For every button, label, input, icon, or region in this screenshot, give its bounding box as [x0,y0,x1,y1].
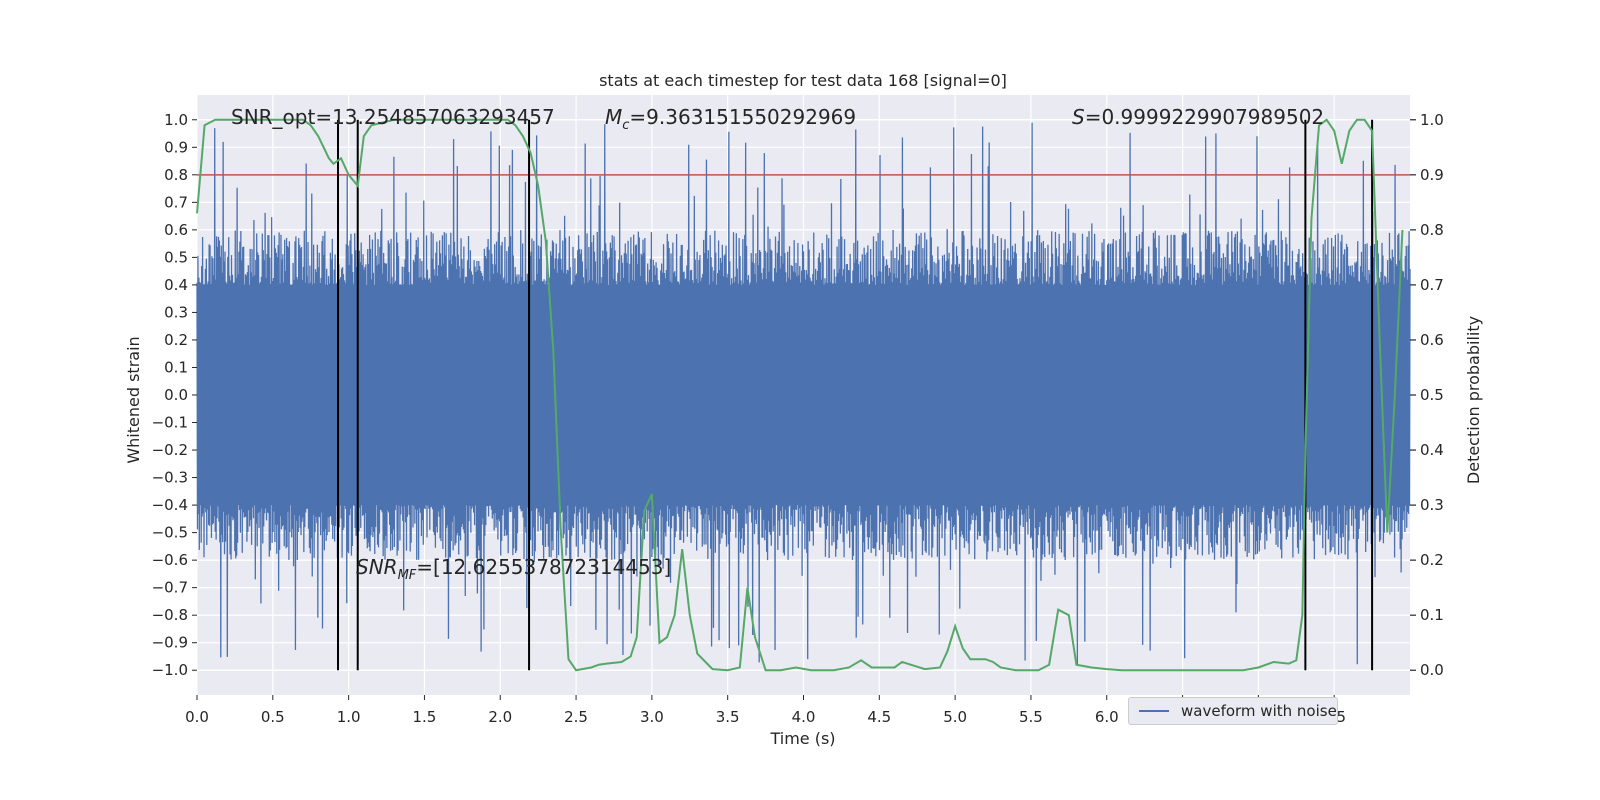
y-left-tick-label: −0.5 [152,524,188,542]
y-left-tick-label: −0.7 [152,579,188,597]
x-tick-label: 3.0 [640,708,664,726]
snr-opt-annotation: SNR_opt=13.254857063293457 [231,105,555,129]
y-right-tick-label: 0.2 [1420,551,1444,569]
y-right-tick-label: 0.1 [1420,606,1444,624]
y-left-tick-label: 0.3 [164,303,188,321]
y-right-tick-label: 0.3 [1420,496,1444,514]
score-annotation: S=0.9999229907989502 [1072,105,1324,129]
snr-mf-symbol: SNR [356,555,398,579]
x-tick-label: 4.5 [867,708,891,726]
y-axis-left-ticks: 1.0 0.9 0.8 0.7 0.6 0.5 0.4 0.3 0.2 0.1 0.0 −0.1 −0.… [152,111,197,679]
y-axis-right-label: Detection probability [1464,316,1483,484]
vertical-markers [337,119,1374,671]
snr-mf-annotation: SNRMF=[12.625537872314453] [356,555,671,583]
x-tick-label: 0.0 [185,708,209,726]
chart-title: stats at each timestep for test data 168… [599,71,1007,90]
y-left-tick-label: −0.6 [152,551,188,569]
x-tick-label: 4.0 [792,708,816,726]
x-tick-label: 2.5 [564,708,588,726]
y-left-tick-label: 0.2 [164,331,188,349]
y-left-tick-label: 0.0 [164,386,188,404]
x-tick-label: 2.0 [488,708,512,726]
y-left-tick-label: 0.5 [164,248,188,266]
y-axis-left-label: Whitened strain [124,336,143,463]
y-left-tick-label: −0.3 [152,469,188,487]
snr-mf-value: =[12.625537872314453] [416,555,671,579]
y-left-tick-label: 0.6 [164,221,188,239]
x-axis-label: Time (s) [769,729,835,748]
legend-label-waveform: waveform with noise [1181,702,1337,720]
y-right-tick-label: 0.0 [1420,661,1444,679]
y-left-tick-label: −1.0 [152,661,188,679]
y-left-tick-label: −0.8 [152,606,188,624]
x-tick-label: 1.0 [337,708,361,726]
y-left-tick-label: −0.4 [152,496,188,514]
legend-swatch-waveform [1139,710,1169,712]
s-symbol: S [1072,105,1085,129]
y-left-tick-label: 1.0 [164,111,188,129]
y-axis-right-ticks: 1.0 0.9 0.8 0.7 0.6 0.5 0.4 0.3 0.2 0.1 0.0 [1410,111,1444,679]
x-tick-label: 1.5 [413,708,437,726]
y-right-tick-label: 0.9 [1420,166,1444,184]
mc-value: =9.363151550292969 [629,105,856,129]
y-left-tick-label: 0.7 [164,193,188,211]
waveform-series [196,122,1411,666]
chirp-mass-annotation: Mc=9.363151550292969 [605,105,856,133]
y-right-tick-label: 0.5 [1420,386,1444,404]
y-left-tick-label: 0.9 [164,138,188,156]
y-right-tick-label: 0.4 [1420,441,1444,459]
y-left-tick-label: 0.1 [164,358,188,376]
y-left-tick-label: −0.1 [152,414,188,432]
y-left-tick-label: 0.4 [164,276,188,294]
x-tick-label: 0.5 [261,708,285,726]
y-right-tick-label: 0.8 [1420,221,1444,239]
x-tick-label: 5.0 [943,708,967,726]
s-value: =0.9999229907989502 [1085,105,1324,129]
y-right-tick-label: 1.0 [1420,111,1444,129]
snr-mf-subscript: MF [398,568,417,583]
y-left-tick-label: −0.9 [152,634,188,652]
x-tick-label: 3.5 [716,708,740,726]
y-right-tick-label: 0.7 [1420,276,1444,294]
mc-symbol: M [605,105,622,129]
y-right-tick-label: 0.6 [1420,331,1444,349]
legend: waveform with noise [1128,697,1338,725]
waveform-core [197,284,1410,506]
x-tick-label: 6.0 [1095,708,1119,726]
x-tick-label: 5.5 [1019,708,1043,726]
detection-probability-line [196,118,1404,672]
mc-subscript: c [622,118,629,133]
y-left-tick-label: −0.2 [152,441,188,459]
y-left-tick-label: 0.8 [164,166,188,184]
